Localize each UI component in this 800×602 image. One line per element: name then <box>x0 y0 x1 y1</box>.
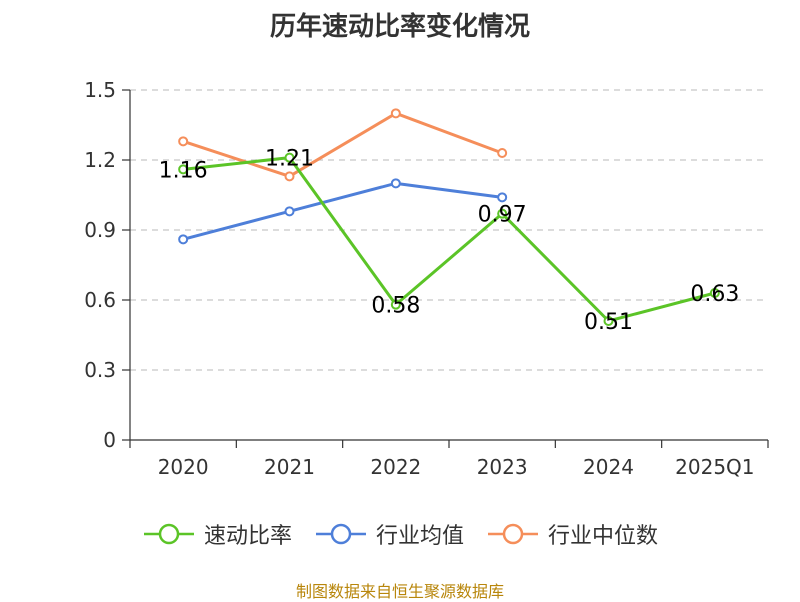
data-label: 0.58 <box>371 294 420 319</box>
legend-line-marker-icon <box>488 523 538 545</box>
legend-item[interactable]: 行业均值 <box>314 518 464 550</box>
chart-title: 历年速动比率变化情况 <box>269 12 530 42</box>
series-2-point <box>284 171 295 182</box>
series-layer <box>178 108 720 326</box>
legend-line-marker-icon <box>143 523 194 545</box>
y-tick-label: 0.3 <box>84 358 116 382</box>
series-0-point <box>390 299 401 310</box>
x-tick-label: 2025Q1 <box>675 455 754 479</box>
axis-layer: 0 0.3 0.6 0.9 1.2 1.5 2020 2021 2022 2023 2024 2025… <box>84 78 769 479</box>
data-label: 1.16 <box>159 158 208 183</box>
x-tick-label: 2020 <box>158 455 209 479</box>
legend-label: 行业均值 <box>375 524 464 549</box>
legend-line-marker-icon <box>315 523 366 545</box>
grid-layer <box>130 89 768 371</box>
x-tick-label: 2023 <box>477 455 528 479</box>
y-tick-label: 1.5 <box>84 78 116 102</box>
data-label: 0.63 <box>690 282 739 307</box>
x-tick-label: 2021 <box>264 455 315 479</box>
series-2-point <box>178 136 189 147</box>
series-0-point <box>178 164 189 175</box>
y-tick-label: 0 <box>103 428 116 452</box>
series-2-point <box>497 148 508 158</box>
x-tick-label: 2022 <box>370 455 421 479</box>
series-1-point <box>497 192 508 203</box>
series-0-point <box>603 316 614 326</box>
y-tick-label: 1.2 <box>84 148 116 172</box>
series-0-point <box>709 288 720 298</box>
series-1-point <box>284 206 295 217</box>
y-tick-label: 0.9 <box>84 218 116 242</box>
legend-label: 速动比率 <box>203 524 292 549</box>
series-1-point <box>390 178 401 189</box>
series-0-point <box>284 152 295 163</box>
label-layer: 1.16 1.21 0.58 0.97 0.51 0.63 <box>159 147 740 335</box>
legend-label: 行业中位数 <box>548 524 659 549</box>
series-2-point <box>390 108 401 119</box>
series-1-point <box>178 234 189 245</box>
legend-item[interactable]: 速动比率 <box>142 518 292 550</box>
series-0-line <box>183 156 716 323</box>
legend: 速动比率 行业均值 行业中位数 <box>0 518 800 550</box>
legend-item[interactable]: 行业中位数 <box>486 518 658 550</box>
series-2-line <box>182 111 503 178</box>
x-tick-label: 2024 <box>583 455 634 479</box>
series-0-point <box>497 208 508 219</box>
series-1-line <box>182 181 503 241</box>
source-note: 制图数据来自恒生聚源数据库 <box>295 582 504 601</box>
data-label: 1.21 <box>265 147 314 172</box>
data-label: 0.51 <box>584 310 633 335</box>
data-label: 0.97 <box>478 203 527 228</box>
y-tick-label: 0.6 <box>84 288 116 312</box>
